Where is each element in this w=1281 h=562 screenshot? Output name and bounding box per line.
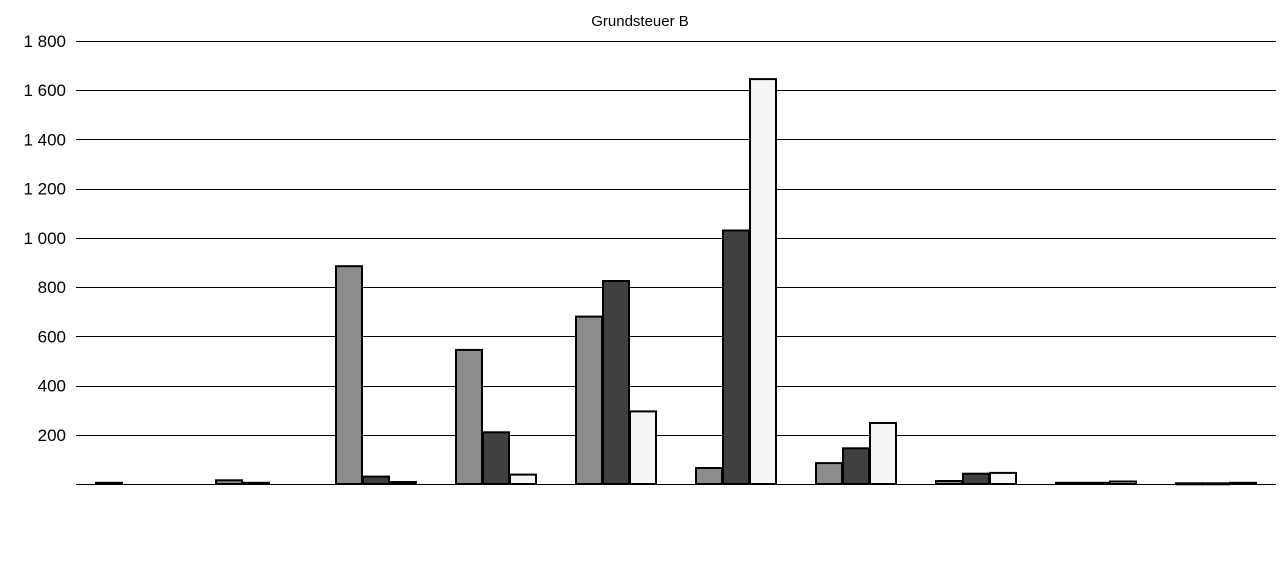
bar-series-2	[362, 475, 390, 486]
bar-series-1	[215, 479, 243, 485]
bar-series-1	[455, 348, 483, 485]
y-tick-label: 1 800	[23, 32, 66, 51]
bar-series-1	[815, 462, 843, 486]
bar-series-3	[389, 481, 417, 485]
y-axis-tick-labels: 200 400 600 800 1 000 1 200 1 400 1 600 1 800	[23, 32, 66, 445]
bar-series-1	[1055, 481, 1083, 485]
bar-series-2	[842, 447, 870, 485]
bar-series-1	[95, 481, 123, 485]
bar-series-1	[575, 315, 603, 485]
y-tick-label: 1 600	[23, 81, 66, 100]
bar-series-3	[509, 473, 537, 486]
bar-series-2	[1082, 481, 1110, 485]
bar-series-3	[869, 422, 897, 485]
bar-series-2	[242, 481, 270, 485]
bar-series-2	[722, 229, 750, 485]
y-tick-label: 600	[38, 327, 66, 346]
y-tick-label: 400	[38, 377, 66, 396]
y-tick-label: 200	[38, 426, 66, 445]
bar-series-1	[335, 265, 363, 486]
bar-series-2	[602, 280, 630, 485]
bar-series-3	[1229, 481, 1257, 485]
bar-series-1	[695, 467, 723, 485]
bar-series-2	[962, 472, 990, 486]
bar-series-1	[935, 480, 963, 485]
bar-series-3	[749, 78, 777, 485]
bar-series-3	[629, 410, 657, 485]
gridlines	[76, 41, 1276, 436]
y-tick-label: 1 400	[23, 130, 66, 149]
bar-series-3	[1109, 480, 1137, 485]
chart-title: Grundsteuer B	[591, 13, 689, 30]
bar-series-2	[482, 431, 510, 485]
y-tick-label: 1 200	[23, 180, 66, 199]
y-tick-label: 800	[38, 278, 66, 297]
bar-series-3	[989, 471, 1017, 485]
bars	[95, 78, 1257, 486]
y-tick-label: 1 000	[23, 229, 66, 248]
